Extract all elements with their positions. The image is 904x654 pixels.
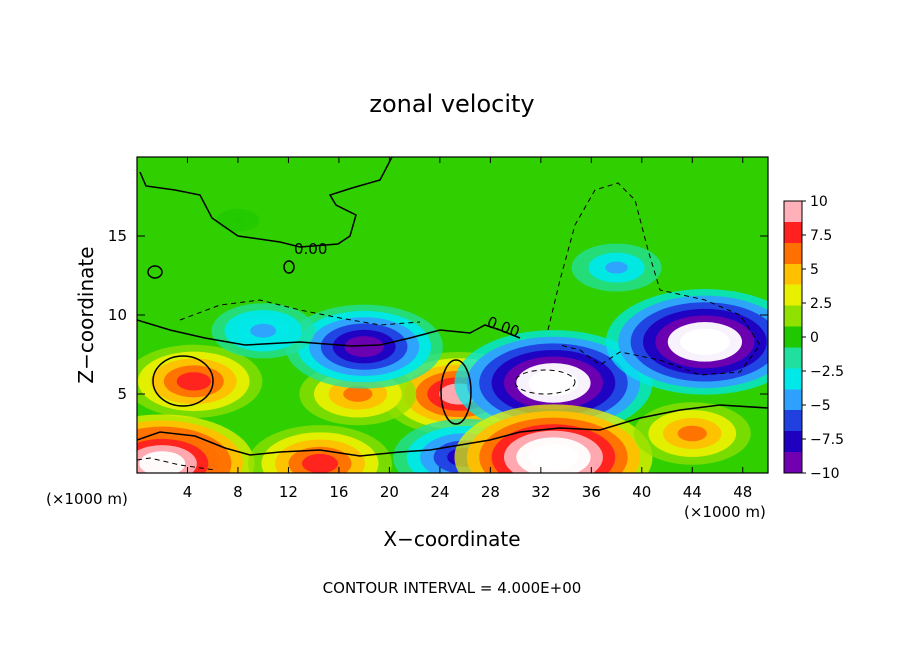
dashed-contours xyxy=(137,182,761,471)
y-axis-label: Z−coordinate xyxy=(74,246,98,383)
y-tick-label: 15 xyxy=(108,227,127,245)
colorbar xyxy=(783,200,803,474)
y-axis-ticks: 5 10 15 xyxy=(108,227,768,403)
colorbar-tick-label: 5 xyxy=(810,262,819,278)
field-feature xyxy=(232,217,244,224)
field-feature xyxy=(301,453,338,473)
field-feature xyxy=(605,261,628,274)
contour-ring-blob-b xyxy=(152,355,214,407)
contour-ring-blob-a xyxy=(440,359,472,425)
dashed-ring-vortex xyxy=(514,369,576,395)
colorbar-ticks: 10 7.5 5 2.5 0 −2.5 −5 −7.5 −10 xyxy=(802,194,844,482)
colorbar-tick-label: 7.5 xyxy=(810,228,832,244)
colorbar-tick-label: −5 xyxy=(810,398,831,414)
x-tick-label: 20 xyxy=(380,483,399,501)
x-tick-label: 36 xyxy=(582,483,601,501)
field-feature xyxy=(176,372,211,391)
negative-contour-left xyxy=(137,457,216,471)
colorbar-tick-label: 10 xyxy=(810,194,828,210)
x-tick-label: 16 xyxy=(329,483,348,501)
field-feature xyxy=(528,369,579,397)
contour-ring-small-2 xyxy=(283,260,295,274)
colorbar-tick-label: −7.5 xyxy=(810,432,844,448)
field-feature xyxy=(528,444,579,471)
colorbar-tick-label: 0 xyxy=(810,330,819,346)
chart-title: zonal velocity xyxy=(369,90,534,118)
zero-contour-lower xyxy=(137,404,768,457)
velocity-field xyxy=(137,208,768,473)
x-tick-label: 28 xyxy=(481,483,500,501)
y-tick-label: 5 xyxy=(117,385,127,403)
y-tick-label: 10 xyxy=(108,306,127,324)
x-tick-label: 48 xyxy=(733,483,752,501)
contour-lines xyxy=(137,157,768,457)
field-feature xyxy=(680,328,730,356)
x-axis-label: X−coordinate xyxy=(383,527,520,551)
zero-contour-upper xyxy=(139,157,393,248)
field-feature xyxy=(344,336,384,358)
contour-label-upper: 0.00 xyxy=(294,240,327,258)
field-feature xyxy=(343,386,373,402)
x-tick-label: 32 xyxy=(531,483,550,501)
x-tick-label: 24 xyxy=(430,483,449,501)
contour-interval-footer: CONTOUR INTERVAL = 4.000E+00 xyxy=(323,579,582,597)
zero-contour-middle xyxy=(137,319,521,347)
x-tick-label: 8 xyxy=(233,483,243,501)
colorbar-tick-label: 2.5 xyxy=(810,296,832,312)
x-tick-label: 4 xyxy=(183,483,193,501)
x-axis-ticks: 4 8 12 16 20 24 28 32 36 40 44 48 xyxy=(183,157,752,501)
x-tick-label: 44 xyxy=(683,483,702,501)
x-tick-label: 12 xyxy=(279,483,298,501)
field-feature xyxy=(139,451,186,473)
colorbar-tick-label: −2.5 xyxy=(810,364,844,380)
negative-contour-right xyxy=(547,182,761,376)
x-tick-label: 40 xyxy=(632,483,651,501)
plot-area: 0.00 0.00 xyxy=(137,157,768,473)
field-feature xyxy=(677,425,707,442)
x-unit-right: (×1000 m) xyxy=(684,503,766,521)
x-unit-left: (×1000 m) xyxy=(46,490,128,508)
colorbar-tick-label: −10 xyxy=(810,466,840,482)
field-feature xyxy=(250,323,277,338)
contour-ring-small xyxy=(147,265,163,279)
